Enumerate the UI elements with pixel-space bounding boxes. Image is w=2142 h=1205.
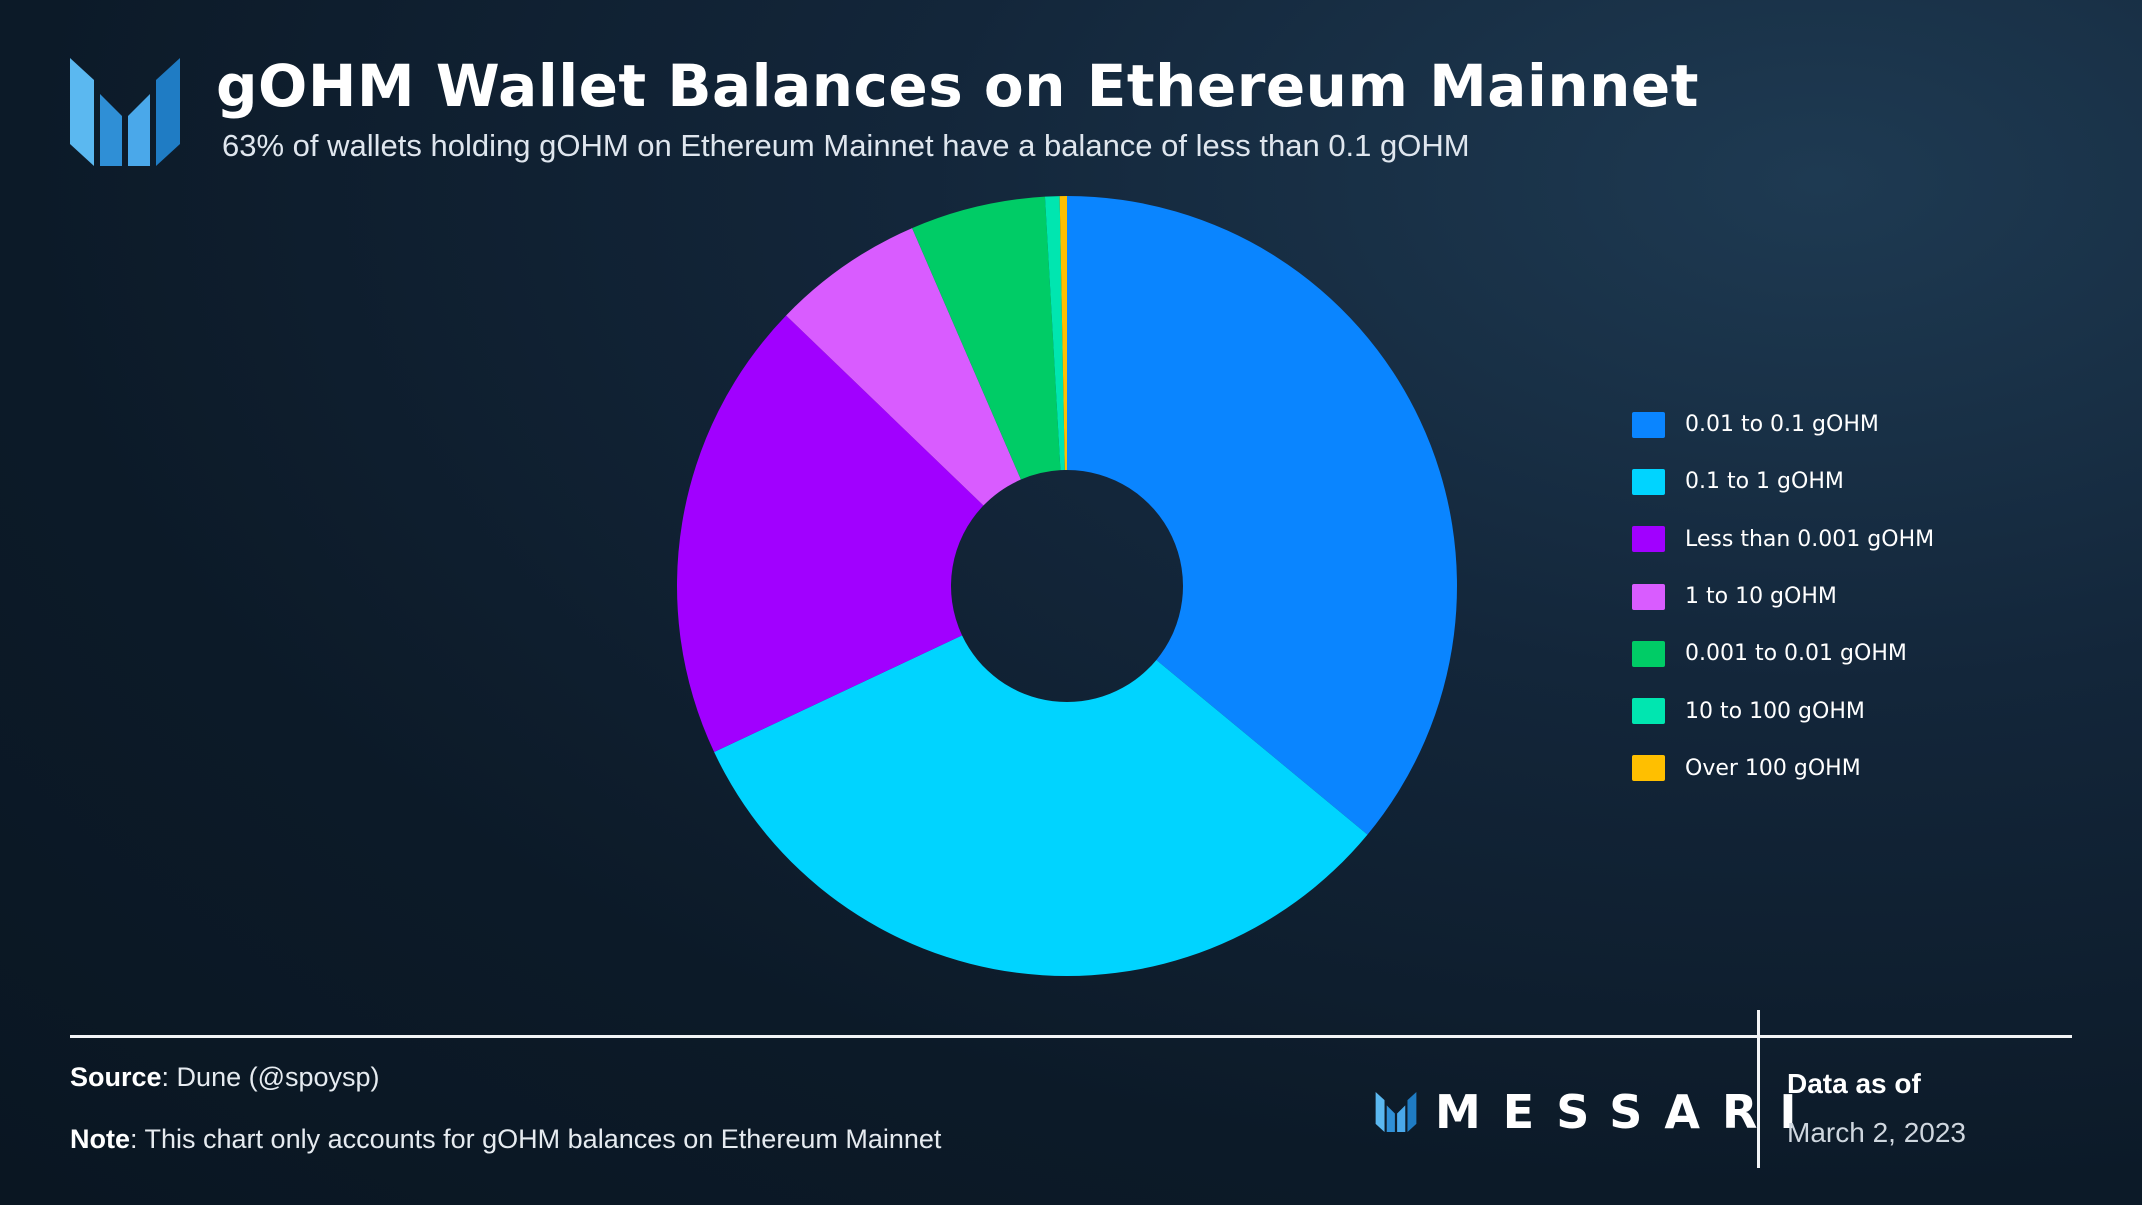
legend-label: 0.1 to 1 gOHM: [1685, 469, 1844, 495]
donut-slice-7: [1059, 196, 1067, 471]
note-label: Note: [70, 1124, 130, 1154]
legend-swatch: [1632, 755, 1665, 782]
legend-item: Less than 0.001 gOHM: [1632, 511, 1934, 568]
legend-label: Less than 0.001 gOHM: [1685, 526, 1935, 552]
legend-item: 0.1 to 1 gOHM: [1632, 453, 1934, 510]
legend-swatch: [1632, 640, 1665, 667]
data-as-of-label: Data as of: [1787, 1068, 1921, 1099]
donut-slices: [677, 196, 1457, 976]
legend-swatch: [1632, 411, 1665, 438]
source-line: Source: Dune (@spoysp): [70, 1062, 380, 1093]
data-as-of-date: March 2, 2023: [1787, 1117, 1966, 1148]
note-line: Note: This chart only accounts for gOHM …: [70, 1124, 941, 1155]
source-text: : Dune (@spoysp): [161, 1062, 380, 1092]
legend-item: 0.01 to 0.1 gOHM: [1632, 396, 1934, 453]
footer-vertical-divider: [1757, 1010, 1760, 1168]
donut-slice-6: [1044, 196, 1065, 471]
source-label: Source: [70, 1062, 162, 1092]
chart-subtitle: 63% of wallets holding gOHM on Ethereum …: [222, 128, 1470, 163]
legend-item: 1 to 10 gOHM: [1632, 568, 1934, 625]
messari-brand: MESSARI: [1375, 1085, 1819, 1139]
legend-label: 10 to 100 gOHM: [1685, 698, 1865, 724]
legend-label: 0.001 to 0.01 gOHM: [1685, 641, 1907, 667]
donut-slice-1: [1067, 196, 1457, 835]
footer-divider-line: [70, 1035, 2072, 1038]
legend-swatch: [1632, 526, 1665, 553]
chart-legend: 0.01 to 0.1 gOHM 0.1 to 1 gOHM Less than 0…: [1632, 396, 1934, 797]
legend-swatch: [1632, 468, 1665, 495]
messari-mark-icon: [1375, 1092, 1417, 1132]
messari-wordmark: MESSARI: [1435, 1085, 1819, 1139]
chart-title: gOHM Wallet Balances on Ethereum Mainnet: [216, 52, 1699, 120]
messari-logo-icon: [70, 58, 180, 166]
legend-swatch: [1632, 698, 1665, 725]
legend-label: Over 100 gOHM: [1685, 755, 1861, 781]
legend-label: 0.01 to 0.1 gOHM: [1685, 412, 1879, 438]
donut-slice-4: [786, 228, 1021, 506]
legend-item: 0.001 to 0.01 gOHM: [1632, 625, 1934, 682]
legend-item: 10 to 100 gOHM: [1632, 682, 1934, 739]
legend-item: Over 100 gOHM: [1632, 740, 1934, 797]
donut-slice-5: [912, 196, 1061, 480]
donut-slice-2: [714, 635, 1368, 976]
legend-label: 1 to 10 gOHM: [1685, 584, 1837, 610]
legend-swatch: [1632, 583, 1665, 610]
donut-slice-3: [677, 315, 984, 753]
note-text: : This chart only accounts for gOHM bala…: [130, 1124, 942, 1154]
